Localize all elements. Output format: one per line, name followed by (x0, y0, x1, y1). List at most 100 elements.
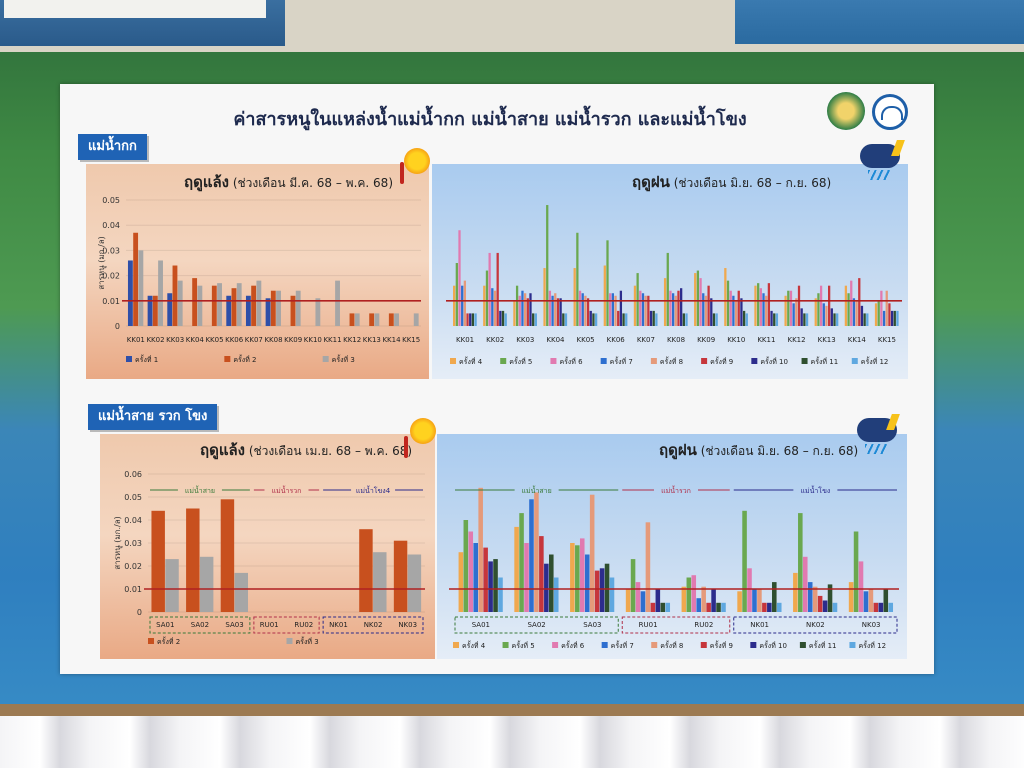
bar (599, 568, 605, 612)
bar (732, 295, 735, 326)
bar (669, 290, 672, 326)
bar (575, 545, 580, 612)
legend-swatch (552, 642, 559, 648)
bar (474, 313, 477, 326)
bar (772, 582, 777, 612)
bar (789, 290, 793, 326)
category-label: KK06 (607, 336, 626, 344)
bar (514, 526, 519, 612)
bar (544, 563, 549, 612)
y-tick-label: 0.04 (124, 516, 142, 525)
legend-swatch (601, 642, 608, 648)
bar (752, 589, 757, 612)
bar (680, 288, 683, 326)
bar (197, 285, 203, 326)
season-label: ฤดูฝน (659, 441, 697, 459)
lightning-icon (891, 140, 905, 156)
category-label: KK03 (516, 336, 534, 344)
bar (491, 288, 494, 326)
bar (681, 586, 687, 612)
bar (660, 602, 666, 612)
bar (498, 577, 503, 612)
bar (888, 303, 891, 326)
bar (554, 293, 557, 326)
bar (878, 602, 884, 612)
bar (609, 293, 612, 326)
category-label: KK07 (245, 336, 263, 344)
category-label: KK10 (727, 336, 745, 344)
category-label: KK05 (577, 336, 595, 344)
bar (614, 295, 617, 326)
bar (860, 305, 864, 326)
chart-sai-dry: 0 0.01 0.02 0.03 0.04 0.05 0.06 สารหนู (มก./ล) S… (113, 470, 425, 646)
y-tick-label: 0.03 (102, 246, 120, 255)
bar (858, 278, 861, 326)
bar (827, 584, 833, 612)
y-axis-label: สารหนู (มก./ล) (97, 236, 107, 289)
category-label: KK04 (546, 336, 565, 344)
bar (151, 510, 165, 612)
y-tick-label: 0.04 (102, 221, 120, 230)
bar (896, 310, 899, 326)
bar (594, 570, 600, 612)
bar (604, 563, 610, 612)
legend-swatch (799, 642, 806, 648)
bar (463, 280, 467, 326)
bar (485, 270, 489, 326)
thermometer-icon (400, 162, 404, 184)
bar (276, 290, 281, 326)
category-label: KK08 (264, 336, 282, 344)
bar (644, 295, 647, 326)
bar (251, 285, 257, 326)
bar (822, 600, 828, 612)
bar (807, 582, 813, 612)
bar (488, 561, 493, 612)
panel-title: ฤดูฝน (ช่วงเดือน มิ.ย. 68 – ก.ย. 68) (632, 170, 831, 194)
bar (792, 303, 795, 326)
bar (290, 295, 296, 326)
period-label: (ช่วงเดือน เม.ย. 68 – พ.ค. 68) (248, 444, 413, 458)
category-label: KK05 (205, 336, 223, 344)
legend-swatch (148, 638, 154, 644)
bar (564, 313, 568, 326)
bar (883, 589, 889, 612)
bar (863, 313, 866, 326)
bar (645, 522, 651, 612)
bar (745, 313, 748, 326)
bar (649, 310, 653, 326)
legend-swatch (500, 358, 507, 364)
bar (885, 290, 888, 326)
bar (793, 572, 798, 612)
bar (551, 295, 554, 326)
bar (549, 554, 554, 612)
neighbor-poster-right (735, 0, 1024, 44)
bar (617, 310, 620, 326)
station-group-box (454, 616, 619, 634)
legend-swatch (651, 642, 658, 648)
department-logo-icon (872, 94, 908, 130)
bar (172, 265, 178, 326)
category-label: KK11 (757, 336, 775, 344)
bar (231, 288, 237, 326)
bar (388, 313, 394, 326)
category-label: KK04 (186, 336, 205, 344)
bar (234, 572, 249, 612)
category-label: KK09 (697, 336, 715, 344)
bar (466, 313, 469, 326)
category-label: KK15 (402, 336, 420, 344)
bar (847, 293, 850, 326)
bar (152, 295, 158, 326)
bar (836, 313, 839, 326)
bar (721, 602, 726, 612)
bar (270, 290, 276, 326)
legend-label: ครั้งที่ 4 (459, 355, 483, 366)
period-label: (ช่วงเดือน มิ.ย. 68 – ก.ย. 68) (700, 444, 859, 458)
bar (655, 589, 661, 612)
bar (578, 290, 582, 326)
bar (844, 285, 848, 326)
bar (603, 265, 606, 326)
legend-label: ครั้งที่ 8 (660, 355, 683, 366)
bar (226, 295, 232, 326)
bar (715, 313, 718, 326)
bar (529, 499, 534, 612)
